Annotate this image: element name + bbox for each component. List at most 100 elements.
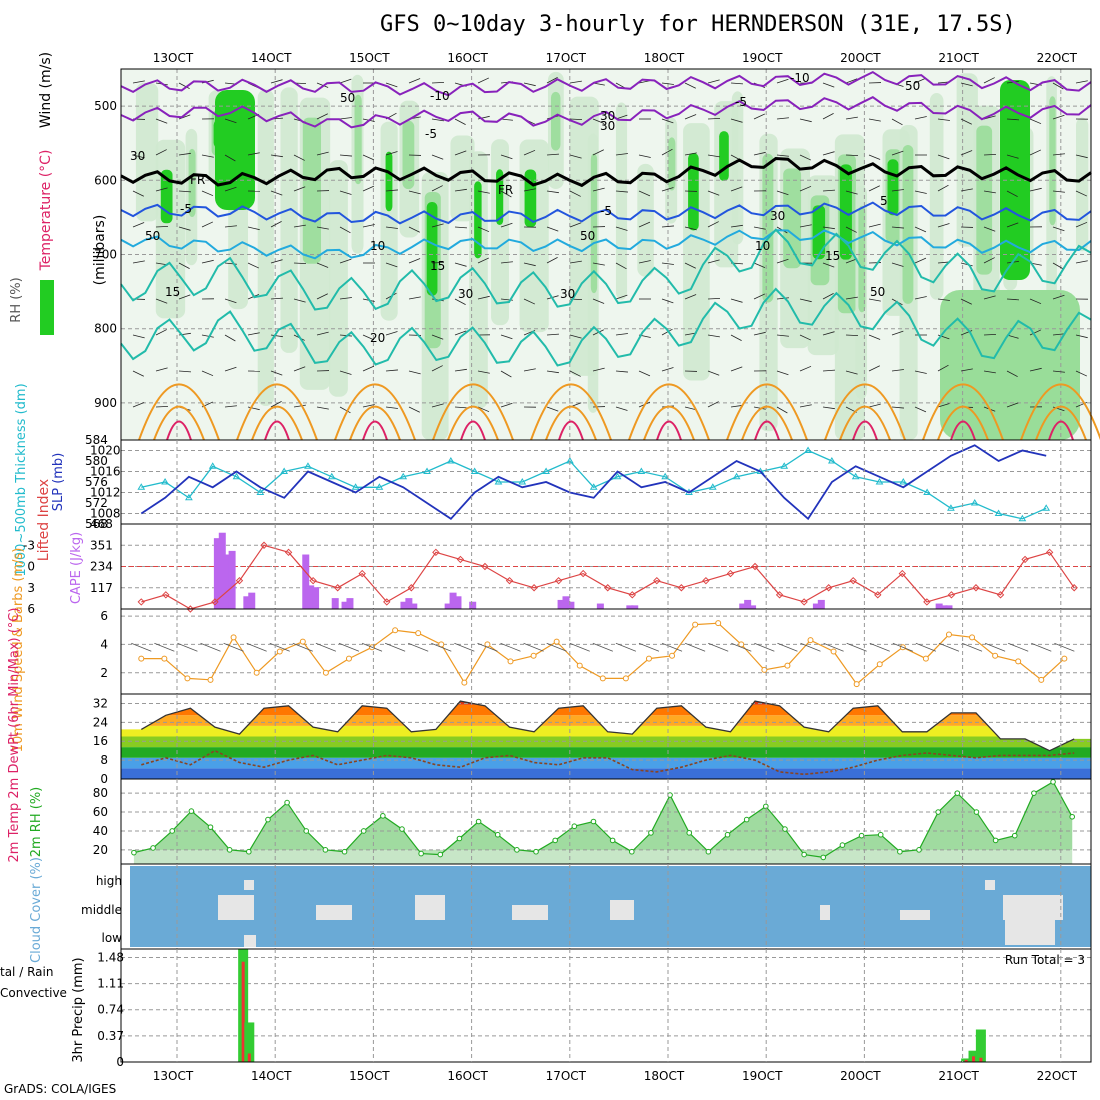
wind-barb	[293, 262, 307, 265]
cape-bar	[557, 599, 565, 609]
wind-barb	[799, 365, 812, 372]
lifted-point	[579, 569, 587, 578]
isotherm-warm	[153, 405, 205, 441]
wind-barb	[1006, 402, 1019, 408]
wind-barb	[500, 402, 513, 408]
rh-tick: 60	[93, 805, 108, 819]
lifted-point	[800, 598, 808, 606]
thickness-point	[589, 483, 598, 490]
wind-barb	[638, 221, 651, 228]
lifted-point	[824, 584, 833, 592]
wind-barb	[592, 298, 605, 304]
wind-barb	[753, 151, 766, 156]
wind-barb	[661, 225, 674, 228]
isotherm-hot	[950, 420, 976, 441]
cape-bar	[302, 554, 310, 609]
date-label-bottom: 21OCT	[938, 1069, 979, 1083]
wind-barb	[592, 262, 605, 266]
wind-barb	[178, 262, 190, 269]
wind-barb	[661, 187, 674, 192]
wind-tick: 2	[100, 666, 108, 680]
cape-bar	[218, 532, 226, 609]
wind-barb	[914, 77, 927, 84]
wind-barb	[132, 370, 144, 377]
wind-barb	[546, 190, 559, 194]
wind-barb	[1006, 370, 1018, 377]
wind-barb	[615, 190, 628, 193]
wind-barb	[155, 367, 168, 372]
temp-tick: 8	[100, 753, 108, 767]
wind-barb	[661, 298, 674, 304]
rh-point	[973, 809, 980, 815]
wind-barb	[1029, 149, 1042, 156]
wind-barb	[431, 403, 444, 408]
lifted-point	[726, 569, 735, 578]
wind-barb	[1029, 367, 1042, 372]
cloud-block	[1003, 895, 1063, 920]
isotherm-line	[120, 96, 1092, 129]
cape-bar	[812, 603, 820, 609]
wind-barb	[224, 154, 236, 162]
wind-barb	[546, 153, 559, 156]
wind-barb	[500, 370, 512, 378]
wind-barb	[1052, 262, 1064, 270]
rh-contour-label: 30	[600, 109, 615, 123]
wind-barb	[707, 221, 719, 228]
rh-shade-mid	[302, 117, 322, 264]
wind-speed-point	[945, 631, 952, 638]
precip-tick: 0.37	[97, 1029, 124, 1043]
wind-barb	[132, 80, 145, 84]
wind-barb	[293, 404, 306, 408]
wind-barb	[362, 365, 375, 372]
isotherm-warm	[251, 405, 303, 441]
wind-barb	[385, 369, 398, 372]
wind-barb	[615, 153, 628, 156]
isotherm-warm	[643, 405, 695, 441]
cape-bar	[405, 598, 413, 609]
wind-barb	[615, 406, 628, 411]
cloud-block	[244, 880, 254, 890]
wind-barb	[960, 298, 972, 305]
temp-axis-label: 2m Temp 2m DewPt (6hr Min/Max) (°C)	[7, 608, 22, 863]
wind-barb	[845, 190, 858, 195]
cape-bar	[346, 598, 354, 609]
date-label-bottom: 22OCT	[1037, 1069, 1078, 1083]
wind-barb	[845, 116, 858, 120]
wind-barb	[384, 642, 406, 652]
wind-barb	[937, 403, 950, 408]
lifted-point	[530, 584, 538, 592]
wind-speed-point	[276, 648, 283, 655]
rh-point	[992, 837, 999, 844]
wind-barb	[201, 259, 214, 264]
wind-barb	[799, 224, 812, 228]
wind-barb	[983, 257, 995, 264]
isotherm-label: 15	[430, 259, 445, 273]
isotherm-hot	[852, 420, 878, 441]
isotherm-hot	[1048, 420, 1074, 441]
thickness-point	[947, 504, 955, 511]
rh-point	[705, 848, 712, 855]
cloud-block	[415, 895, 445, 920]
wind-barb	[293, 186, 306, 192]
thickness-point	[708, 483, 717, 490]
wind-barb	[224, 186, 237, 192]
cloud-block	[900, 910, 930, 920]
isotherm-line	[120, 70, 1092, 97]
wind-barb	[891, 262, 904, 267]
wind-barb	[293, 154, 305, 161]
wind-barb	[615, 333, 628, 336]
isotherm-label: -5	[180, 202, 192, 216]
date-label-bottom: 15OCT	[349, 1069, 390, 1083]
wind-speed-point	[161, 655, 168, 662]
rh-area-high	[133, 781, 1073, 858]
rh-axis-label: RH (%)	[9, 277, 24, 322]
wind-barb	[776, 154, 789, 157]
precip-tick: 0.74	[97, 1003, 124, 1017]
wind-barb	[1052, 333, 1065, 336]
wind-barb	[316, 293, 328, 300]
wind-barb	[408, 406, 420, 413]
wind-barb	[339, 190, 352, 195]
rh-shade-light	[731, 91, 744, 245]
rh-shade-dark	[812, 205, 826, 260]
wind-barb	[385, 331, 398, 336]
